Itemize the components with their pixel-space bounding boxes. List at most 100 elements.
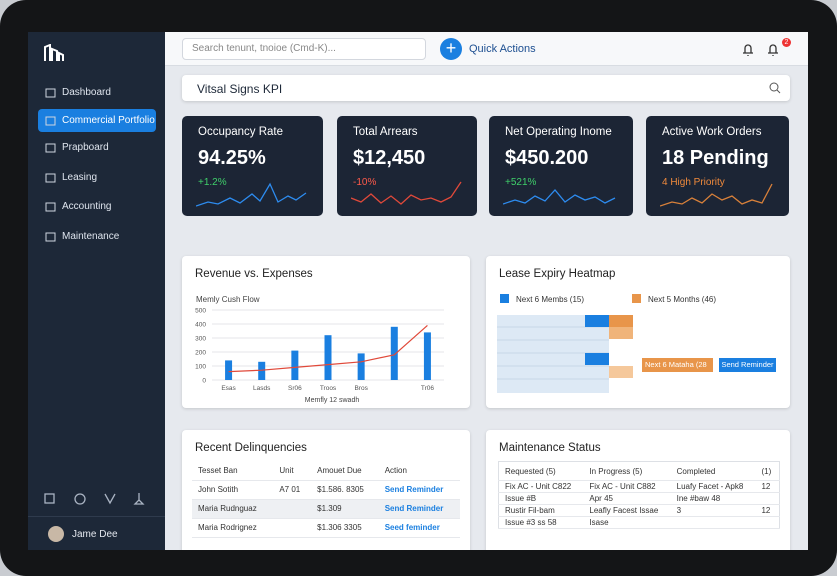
bottom-icons (44, 493, 145, 505)
column-header: Unit (273, 461, 312, 481)
table-cell: 12 (755, 504, 780, 517)
notification-badge: 2 (782, 38, 791, 47)
bar (225, 360, 233, 380)
table-header-row: Requested (5) In Progress (5) Completed (1) (498, 461, 780, 481)
kpi-change: 4 High Priority (662, 177, 725, 188)
y-tick-label: 300 (195, 336, 206, 343)
column-header: Amouet Due (311, 461, 379, 481)
kpi-change: +521% (505, 177, 537, 188)
kpi-card: Active Work Orders 18 Pending 4 High Prior… (646, 116, 789, 216)
nav-item[interactable]: Dashboard (38, 81, 156, 104)
send-reminder-link[interactable]: Send Reminder (378, 499, 460, 519)
table-row: Issue #3 ss 58 Isase (498, 516, 780, 529)
avatar (48, 526, 64, 542)
nav-label: Commercial Portfolio (62, 115, 155, 126)
line (228, 324, 428, 373)
icon-shape (45, 88, 56, 98)
revenue-panel: Revenue vs. Expenses Memly Cush Flow Memf… (182, 256, 470, 408)
table-cell: Leafly Facest Issae (583, 504, 671, 517)
table-cell: Issue #B (498, 492, 584, 505)
legend-label: Next 5 Months (46) (648, 295, 717, 304)
nav-item[interactable]: Maintenance (38, 225, 156, 248)
kpi-card: Total Arrears $12,450 -10% (337, 116, 477, 216)
nav-label: Accounting (62, 201, 112, 212)
y-tick-label: 0 (202, 378, 206, 385)
add-button[interactable]: + (440, 38, 462, 60)
send-reminder-button[interactable]: Send Reminder (719, 358, 776, 372)
divider (28, 516, 165, 517)
sparkline (196, 182, 307, 207)
nav-icon (45, 232, 56, 242)
icon-shape (45, 173, 56, 183)
kpi-value: $450.200 (505, 147, 589, 169)
y-tick-label: 200 (195, 350, 206, 357)
send-reminder-link[interactable]: Send Reminder (378, 480, 460, 500)
column-header: Requested (5) (498, 461, 584, 481)
icon-shape (45, 116, 56, 126)
logo (44, 44, 64, 61)
table-row: Maria Rudnguaz $1.309 Send Reminder (192, 499, 460, 519)
nav-item[interactable]: Leasing (38, 166, 156, 189)
table-cell (273, 518, 312, 538)
table-cell: 3 (670, 504, 756, 517)
kpi-value: 18 Pending (662, 147, 769, 169)
x-tick-label: Sr06 (288, 385, 302, 392)
nav-label: Prapboard (62, 142, 109, 153)
table-row: Issue #B Apr 45 Ine #baw 48 (498, 492, 780, 505)
bar (423, 332, 431, 380)
sparkline (660, 183, 773, 207)
table-cell: Rustir Fil-bam (498, 504, 584, 517)
sparkline (503, 189, 616, 205)
column-header: Tesset Ban (192, 461, 274, 481)
nav-item[interactable]: Accounting (38, 195, 156, 218)
panel-title: Recent Delinquencies (195, 442, 307, 454)
kpi-change: -10% (353, 177, 377, 188)
sparkline-path (660, 183, 773, 207)
bell-icons[interactable] (740, 41, 790, 57)
kpi-card: Net Operating Inome $450.200 +521% (489, 116, 633, 216)
nav-label: Dashboard (62, 87, 111, 98)
legend-label: Next 6 Membs (15) (516, 295, 585, 304)
nav-icon (45, 173, 56, 183)
delinquencies-table: Tesset Ban Unit Amouet Due Action John Sotit… (192, 461, 460, 538)
heatmap-panel: Lease Expiry Heatmap Next 6 Membs (15) N… (486, 256, 790, 408)
expiry-tag: Next 6 Mataha (28 (642, 358, 713, 372)
delinquencies-panel: Recent Delinquencies Tesset Ban Unit Amoue… (182, 430, 470, 550)
quick-actions[interactable]: Quick Actions (469, 43, 536, 55)
panel-title: Revenue vs. Expenses (195, 268, 313, 280)
table-cell (670, 516, 756, 529)
search-box[interactable]: Search tenunt, tnoioe (Cmd-K)... (182, 38, 426, 60)
nav-label: Maintenance (62, 231, 120, 242)
nav-item[interactable]: Commercial Portfolio (38, 109, 156, 132)
panel-title: Maintenance Status (499, 442, 601, 454)
nav-item[interactable]: Prapboard (38, 136, 156, 159)
table-cell: John Sotith (192, 480, 274, 500)
heatmap-grid (497, 315, 633, 393)
kpi-title: Active Work Orders (662, 126, 762, 138)
table-cell (273, 499, 312, 519)
table-cell: Luafy Facet - Apk8 (670, 480, 756, 493)
sparkline-path (196, 182, 307, 207)
panel-title: Lease Expiry Heatmap (499, 268, 616, 280)
table-cell: Apr 45 (583, 492, 671, 505)
sparkline-path (351, 181, 462, 205)
table-cell: $1.309 (311, 499, 379, 519)
bar (390, 326, 398, 380)
x-tick-label: Esas (221, 385, 236, 392)
kpi-card: Occupancy Rate 94.25% +1.2% (182, 116, 323, 216)
table-cell: Fix AC - Unit C882 (583, 480, 671, 493)
table-row: Fix AC - Unit C822 Fix AC - Unit C882 Luaf… (498, 480, 780, 493)
legend-swatch (632, 294, 641, 303)
send-reminder-link[interactable]: Seed feminder (378, 518, 460, 538)
maintenance-panel: Maintenance Status Requested (5) In Progr… (486, 430, 790, 550)
kpi-title: Total Arrears (353, 126, 418, 138)
column-header: In Progress (5) (583, 461, 671, 481)
icon-shape (45, 202, 56, 212)
icon-shape (45, 143, 56, 153)
x-axis-label: Memfly 12 swadh (305, 397, 360, 404)
nav-icon (45, 143, 56, 153)
search-icon[interactable] (769, 82, 781, 94)
bar (357, 353, 365, 380)
table-cell: Fix AC - Unit C822 (498, 480, 584, 493)
x-tick-label: Lasds (253, 385, 271, 392)
